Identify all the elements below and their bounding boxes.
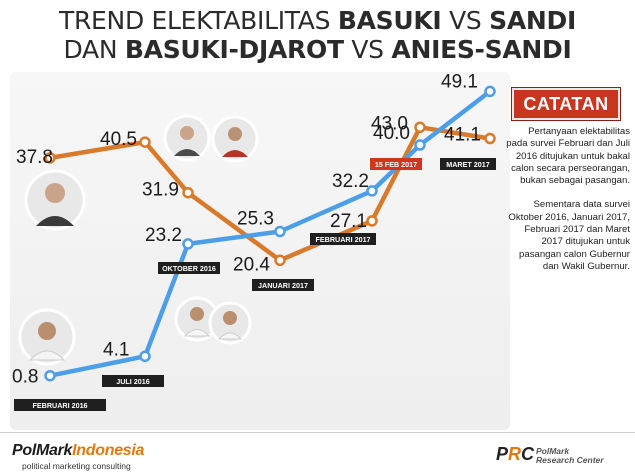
catatan-notes: Pertanyaan elektabilitas pada survei Feb… xyxy=(506,126,630,285)
x-label-bg xyxy=(440,158,496,170)
data-point-blue xyxy=(366,185,378,197)
data-point-orange xyxy=(366,215,378,227)
value-label-blue: 32.2 xyxy=(332,171,369,192)
title-line-1: TREND ELEKTABILITAS BASUKI VS SANDI xyxy=(59,6,576,35)
value-label-blue: 0.8 xyxy=(12,367,38,388)
chart-panel xyxy=(10,72,510,430)
catatan-header: CATATAN xyxy=(511,87,621,121)
data-point-blue xyxy=(44,369,56,382)
note-2: Sementara data survei Oktober 2016, Janu… xyxy=(508,199,630,272)
prc-logo: PRC xyxy=(496,444,535,464)
x-label-bg xyxy=(252,279,314,291)
x-label-bg xyxy=(14,399,106,411)
portrait-basuki-djarot xyxy=(163,114,259,163)
x-tick-label: OKTOBER 2016 xyxy=(162,264,216,273)
catatan-title: CATATAN xyxy=(523,94,609,114)
data-point-blue xyxy=(139,350,151,363)
value-label-blue: 4.1 xyxy=(103,339,129,360)
value-label-orange: 43.0 xyxy=(371,113,408,134)
candidate-portraits xyxy=(18,114,259,366)
data-point-orange xyxy=(414,121,426,134)
value-label-orange: 27.1 xyxy=(330,211,367,232)
value-label-orange: 41.1 xyxy=(444,125,481,146)
data-point-blue xyxy=(274,225,286,238)
x-tick-label: FEBRUARI 2017 xyxy=(315,235,370,244)
x-tick-label: JULI 2016 xyxy=(116,377,150,386)
value-label-blue: 25.3 xyxy=(237,209,274,230)
data-point-orange xyxy=(484,132,496,145)
value-label-orange: 31.9 xyxy=(142,180,179,201)
value-label-blue: 23.2 xyxy=(145,225,182,246)
prc-tagline: PolMark Research Center xyxy=(536,446,604,465)
value-label-blue: 40.0 xyxy=(373,123,410,144)
note-1: Pertanyaan elektabilitas pada survei Feb… xyxy=(506,126,630,187)
data-point-orange xyxy=(44,152,56,164)
x-label-bg xyxy=(158,262,220,274)
x-tick-label: JANUARI 2017 xyxy=(258,281,308,290)
page-title: TREND ELEKTABILITAS BASUKI VS SANDI DAN … xyxy=(0,6,635,64)
portrait-basuki xyxy=(24,169,86,231)
x-label-bg xyxy=(370,158,422,170)
data-point-orange xyxy=(274,254,286,267)
data-point-blue xyxy=(484,85,496,98)
footer xyxy=(0,432,635,475)
data-point-blue xyxy=(182,238,194,250)
polmark-logo: PolMarkIndonesia xyxy=(12,442,145,459)
value-label-blue: 49.1 xyxy=(441,71,478,92)
value-label-orange: 40.5 xyxy=(100,129,137,150)
value-label-orange: 37.8 xyxy=(16,147,53,168)
data-point-blue xyxy=(414,139,426,151)
title-line-2: DAN BASUKI-DJAROT VS ANIES-SANDI xyxy=(63,35,572,64)
polmark-tagline: political marketing consulting xyxy=(22,461,131,471)
x-tick-label: 15 FEB 2017 xyxy=(375,160,417,169)
data-point-orange xyxy=(139,136,151,148)
data-point-orange xyxy=(182,186,194,199)
value-label-orange: 20.4 xyxy=(233,254,270,275)
portrait-sandi xyxy=(18,308,76,366)
x-label-bg xyxy=(310,233,376,245)
x-tick-label: FEBRUARI 2016 xyxy=(32,401,87,410)
x-label-bg xyxy=(102,375,164,387)
x-tick-label: MARET 2017 xyxy=(446,160,490,169)
portrait-anies-sandi xyxy=(174,296,252,345)
